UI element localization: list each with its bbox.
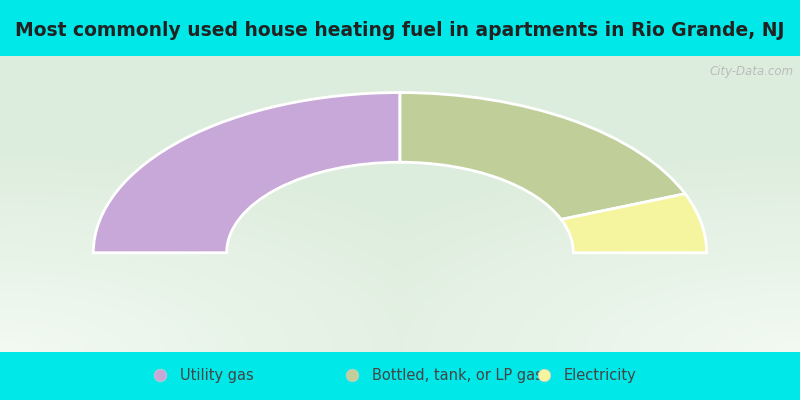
Text: Electricity: Electricity [564,368,637,382]
Text: Bottled, tank, or LP gas: Bottled, tank, or LP gas [372,368,543,382]
Wedge shape [94,92,400,253]
Text: Utility gas: Utility gas [180,368,254,382]
Wedge shape [400,92,685,220]
Text: City-Data.com: City-Data.com [710,65,794,78]
Wedge shape [561,194,706,253]
Text: Most commonly used house heating fuel in apartments in Rio Grande, NJ: Most commonly used house heating fuel in… [15,21,785,40]
